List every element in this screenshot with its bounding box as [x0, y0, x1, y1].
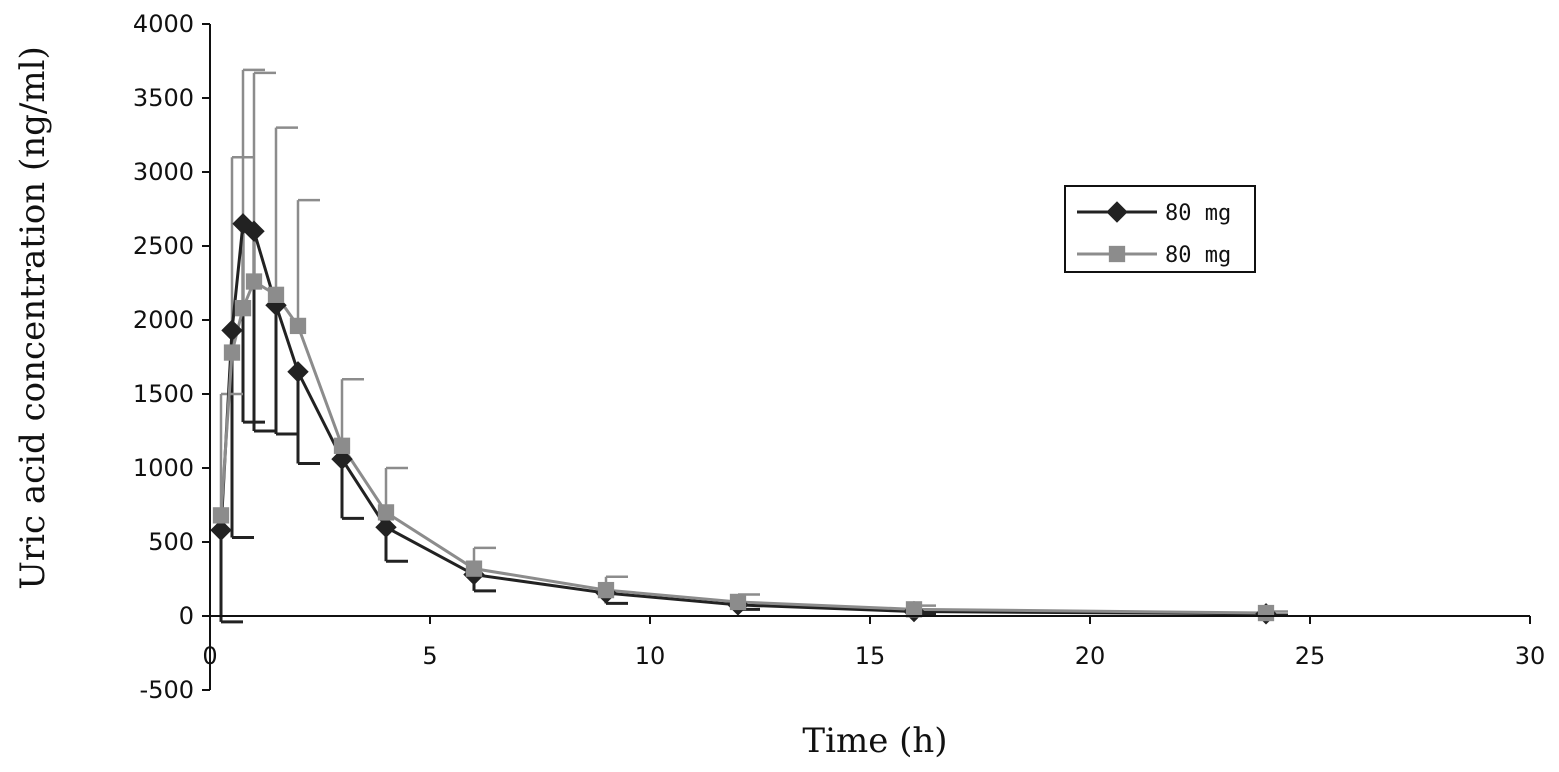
- axes: [202, 23, 1531, 691]
- y-tick-label: -500: [140, 676, 194, 704]
- data-point: [221, 319, 243, 342]
- tick-labels: -500 0 500 1000 1500 2000 2500 3000 3500 4000 0 5 10…: [133, 10, 1545, 704]
- legend-marker: [1106, 201, 1128, 223]
- data-point: [210, 519, 232, 541]
- x-axis-title: Time (h): [802, 721, 947, 761]
- data-point: [331, 448, 353, 470]
- y-tick-label: 1500: [133, 380, 194, 408]
- series-lines: [219, 221, 1267, 616]
- y-tick-label: 4000: [133, 10, 194, 38]
- data-point: [1257, 604, 1275, 622]
- legend-box: [1064, 185, 1256, 273]
- series-line: [219, 221, 1267, 616]
- x-tick-label: 20: [1075, 642, 1106, 670]
- error-bars: [219, 68, 1288, 624]
- legend-label: 80 mg: [1165, 243, 1231, 268]
- y-tick-label: 2000: [133, 306, 194, 334]
- y-tick-label: 1000: [133, 454, 194, 482]
- legend: 80 mg 80 mg: [1064, 185, 1256, 273]
- x-tick-label: 10: [635, 642, 666, 670]
- data-point: [267, 286, 285, 303]
- data-point: [375, 516, 397, 538]
- data-point: [377, 504, 395, 521]
- legend-marker: [1108, 245, 1126, 263]
- data-point: [245, 273, 263, 290]
- data-point: [287, 361, 309, 383]
- y-axis-title: Uric acid concentration (ng/ml): [13, 46, 53, 590]
- data-point: [289, 317, 307, 335]
- legend-label: 80 mg: [1165, 201, 1231, 226]
- series-line: [219, 279, 1267, 615]
- data-point: [597, 581, 615, 599]
- data-point: [333, 437, 351, 454]
- x-tick-label: 30: [1515, 642, 1546, 670]
- y-tick-label: 3500: [133, 84, 194, 112]
- x-tick-label: 15: [855, 642, 886, 670]
- data-point: [234, 300, 252, 317]
- x-tick-label: 25: [1295, 642, 1326, 670]
- x-tick-label: 5: [422, 642, 437, 670]
- x-tick-label: 0: [202, 642, 217, 670]
- series-markers: [210, 213, 1277, 625]
- data-point: [905, 601, 923, 618]
- y-tick-label: 3000: [133, 158, 194, 186]
- data-point: [223, 344, 241, 361]
- y-tick-label: 2500: [133, 232, 194, 260]
- y-tick-label: 0: [179, 602, 194, 630]
- data-point: [212, 507, 230, 524]
- y-tick-label: 500: [148, 528, 194, 556]
- data-point: [729, 593, 747, 611]
- data-point: [243, 220, 265, 242]
- data-point: [465, 560, 483, 577]
